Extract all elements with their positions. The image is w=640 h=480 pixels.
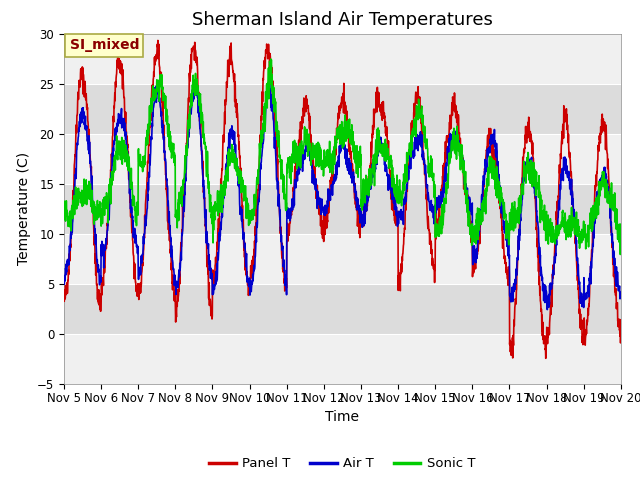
Bar [64,84,621,134]
Bar [64,134,621,184]
Bar [64,284,621,334]
Legend: Panel T, Air T, Sonic T: Panel T, Air T, Sonic T [204,452,481,476]
Y-axis label: Temperature (C): Temperature (C) [17,152,31,265]
Text: SI_mixed: SI_mixed [70,38,139,52]
Bar [64,334,621,384]
Bar [64,34,621,84]
X-axis label: Time: Time [325,410,360,424]
Title: Sherman Island Air Temperatures: Sherman Island Air Temperatures [192,11,493,29]
Bar [64,234,621,284]
Bar [64,184,621,234]
